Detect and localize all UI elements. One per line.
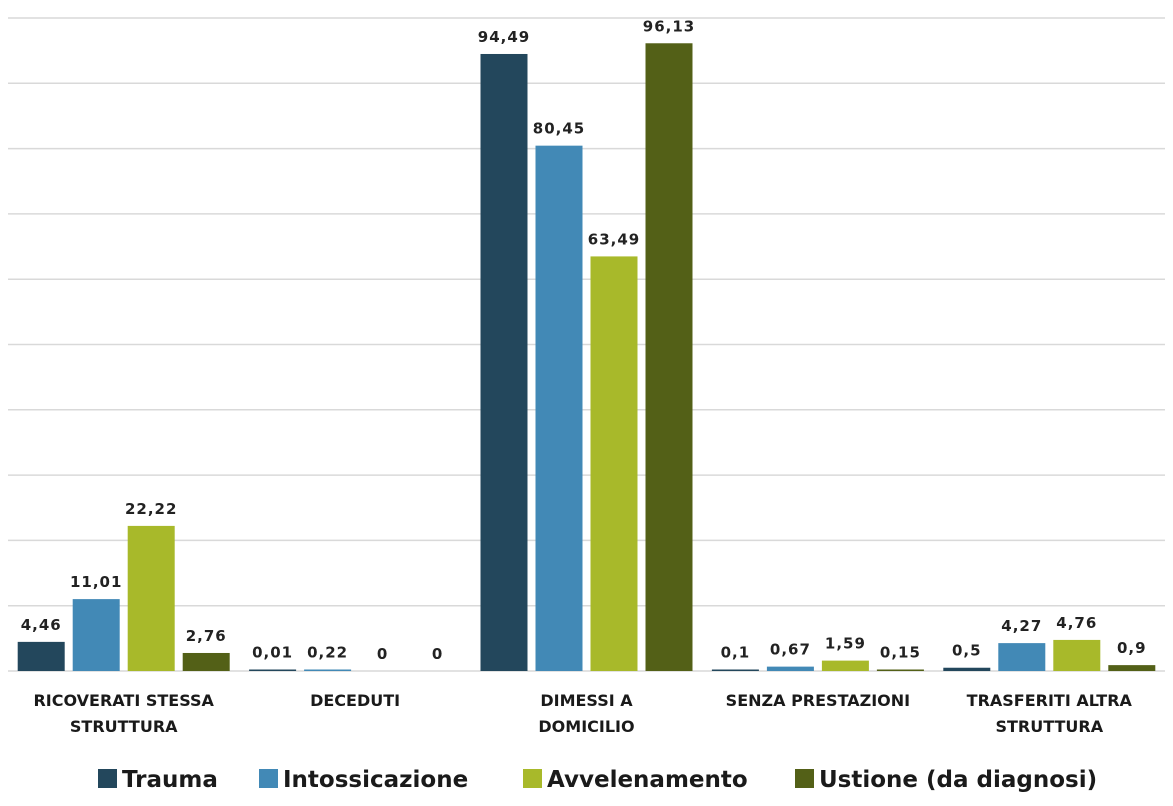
data-label: 80,45: [533, 120, 585, 138]
bar: [127, 525, 175, 671]
data-label: 11,01: [70, 573, 122, 591]
legend-swatch: [523, 769, 542, 788]
legend-label: Trauma: [122, 767, 218, 793]
data-label: 0: [377, 645, 388, 663]
bar: [1108, 665, 1156, 671]
bar: [876, 669, 924, 671]
category-label: SENZA PRESTAZIONI: [726, 691, 910, 710]
category-label: RICOVERATI STESSA: [33, 691, 214, 710]
data-labels: 4,46 11,01 22,22 2,76 0,01 0,22 0 0 94,49 80,45 63…: [21, 17, 1147, 663]
bar: [590, 256, 638, 671]
legend-item: Avvelenamento: [523, 767, 748, 793]
legend-item: Ustione (da diagnosi): [795, 767, 1097, 793]
legend-item: Intossicazione: [259, 767, 468, 793]
legend-label: Intossicazione: [283, 767, 468, 793]
data-label: 0,9: [1117, 639, 1147, 657]
bar: [304, 669, 352, 671]
bar: [249, 669, 297, 671]
data-label: 0: [432, 645, 443, 663]
data-label: 96,13: [643, 17, 695, 35]
data-label: 2,76: [186, 627, 227, 645]
bar: [711, 669, 759, 671]
category-labels: RICOVERATI STESSA STRUTTURA DECEDUTI DIMESS…: [33, 691, 1132, 736]
category-label: DECEDUTI: [310, 691, 400, 710]
bar: [535, 145, 583, 671]
data-label: 4,76: [1056, 614, 1097, 632]
bar: [645, 43, 693, 671]
category-label: STRUTTURA: [70, 717, 178, 736]
legend: Trauma Intossicazione Avvelenamento Ustione…: [98, 767, 1097, 793]
category-label: DOMICILIO: [538, 717, 634, 736]
bar: [480, 53, 528, 672]
legend-label: Ustione (da diagnosi): [819, 767, 1097, 793]
category-label: STRUTTURA: [995, 717, 1103, 736]
data-label: 0,01: [252, 644, 293, 662]
data-label: 1,59: [825, 635, 866, 653]
data-label: 63,49: [588, 230, 640, 248]
legend-swatch: [98, 769, 117, 788]
legend-swatch: [259, 769, 278, 788]
gridlines: [8, 17, 1165, 672]
bar: [998, 643, 1046, 671]
bar: [72, 599, 120, 671]
legend-swatch: [795, 769, 814, 788]
data-label: 0,1: [721, 644, 751, 662]
data-label: 0,15: [880, 644, 921, 662]
category-label: TRASFERITI ALTRA: [967, 691, 1133, 710]
data-label: 0,22: [307, 644, 348, 662]
data-label: 4,46: [21, 616, 62, 634]
legend-item: Trauma: [98, 767, 218, 793]
data-label: 22,22: [125, 500, 177, 518]
bar: [766, 666, 814, 671]
category-label: DIMESSI A: [540, 691, 633, 710]
data-label: 0,5: [952, 642, 982, 660]
bar: [17, 641, 65, 671]
bar: [821, 660, 869, 671]
bar: [943, 667, 991, 671]
legend-label: Avvelenamento: [547, 767, 748, 793]
data-label: 0,67: [770, 641, 811, 659]
bars: [17, 43, 1156, 672]
data-label: 94,49: [478, 28, 530, 46]
data-label: 4,27: [1001, 617, 1042, 635]
bar: [1053, 639, 1101, 671]
bar: [182, 652, 230, 671]
